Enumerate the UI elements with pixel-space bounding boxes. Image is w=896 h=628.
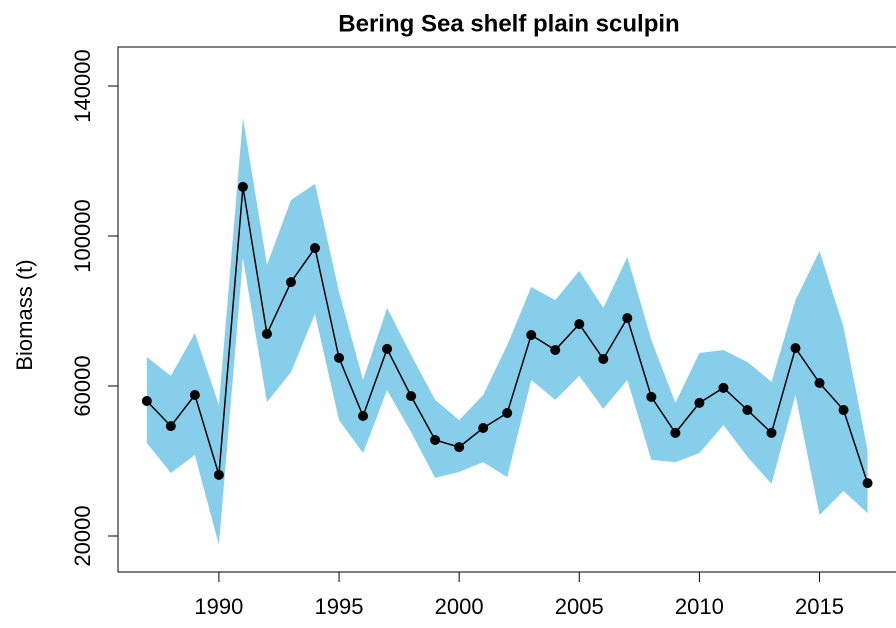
data-point <box>334 352 345 363</box>
data-point <box>574 319 585 330</box>
data-point <box>862 478 873 489</box>
data-point <box>358 411 369 421</box>
y-tick-label: 60000 <box>70 355 95 416</box>
data-point <box>141 396 152 406</box>
x-tick-label: 1995 <box>315 594 364 619</box>
data-point <box>165 421 176 432</box>
x-tick-label: 2010 <box>675 594 724 619</box>
data-point <box>189 390 200 400</box>
data-point <box>766 427 777 438</box>
data-point <box>430 435 441 445</box>
x-tick-label: 1990 <box>194 594 243 619</box>
data-point <box>838 405 849 415</box>
data-point <box>406 391 417 402</box>
chart-title: Bering Sea shelf plain sculpin <box>338 10 679 37</box>
data-point <box>310 243 321 253</box>
y-tick-label: 140000 <box>70 49 95 122</box>
data-point <box>622 313 633 324</box>
y-tick-label: 100000 <box>70 199 95 272</box>
data-point <box>550 345 561 355</box>
x-tick-label: 2005 <box>555 594 604 619</box>
data-point <box>790 343 801 354</box>
data-point <box>502 408 513 418</box>
data-point <box>598 354 609 364</box>
data-point <box>382 343 393 354</box>
data-point <box>718 382 729 393</box>
data-point <box>526 330 537 340</box>
data-point <box>646 391 657 402</box>
data-point <box>237 181 248 192</box>
y-tick-label: 20000 <box>70 505 95 566</box>
data-point <box>261 328 272 339</box>
data-point <box>285 277 296 288</box>
data-point <box>478 423 489 433</box>
confidence-band <box>146 117 868 545</box>
data-point <box>670 427 681 438</box>
data-point <box>814 378 825 388</box>
data-point <box>213 469 224 480</box>
x-tick-label: 2015 <box>795 594 844 619</box>
y-axis-label: Biomass (t) <box>12 259 37 370</box>
data-point <box>454 442 465 453</box>
data-point <box>694 397 705 408</box>
plot-frame <box>117 46 896 573</box>
data-point <box>742 405 753 415</box>
x-tick-label: 2000 <box>435 594 484 619</box>
